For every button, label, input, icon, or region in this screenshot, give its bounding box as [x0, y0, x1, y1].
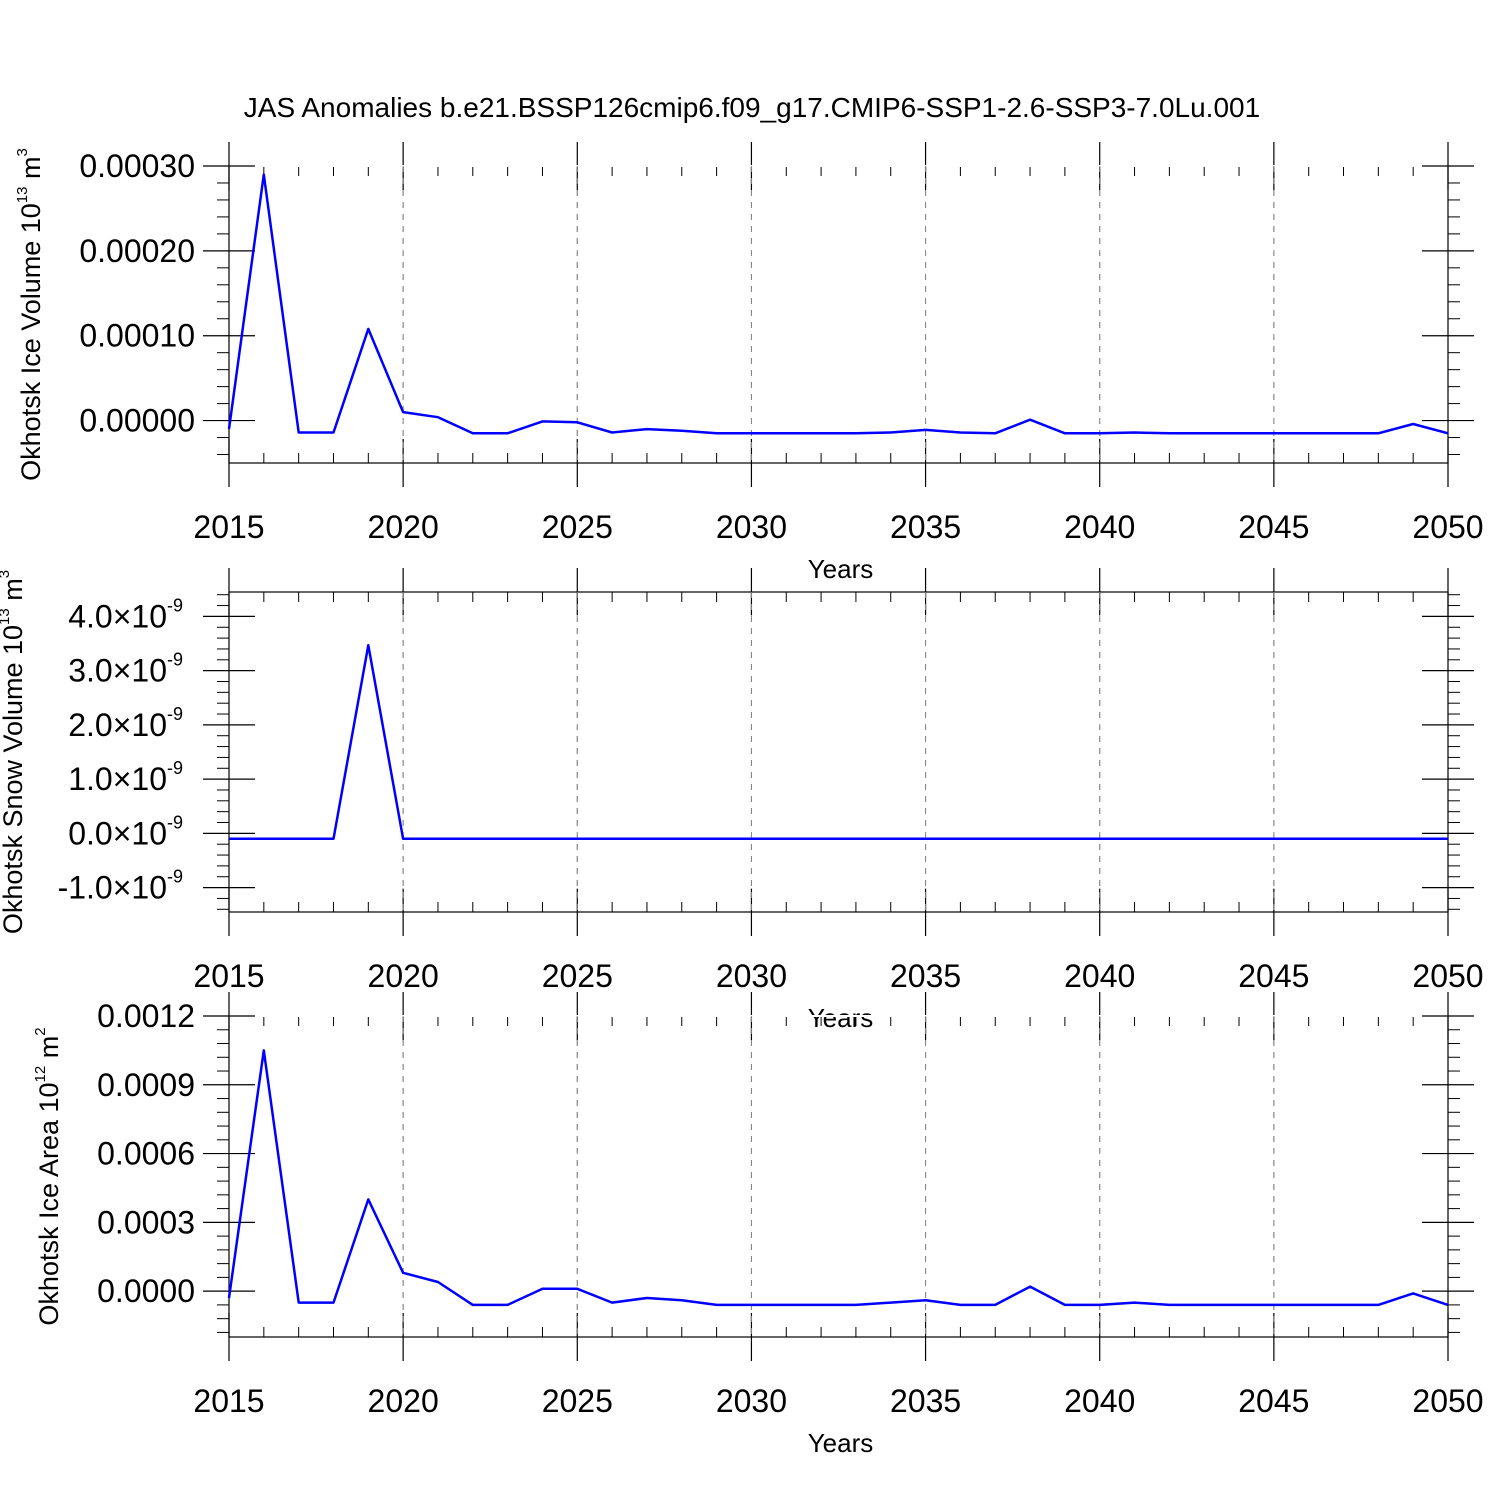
chart-panel-2: -1.0×10-9 0.0×10-9 1.0×10-9 2.0×10-9 3.0×10-… [0, 568, 1484, 1033]
x-axis-label: Years [808, 1428, 874, 1458]
x-axis-label: Years [808, 554, 874, 584]
y-tick-label: 0.0000 [97, 1273, 195, 1309]
x-tick-label: 2040 [1064, 509, 1135, 545]
x-axis-label: Years [808, 1003, 874, 1033]
plot-frame [228, 591, 1449, 913]
chart-panel-1: 0.00000 0.00010 0.00020 0.00030 2015 2020 2025… [14, 142, 1484, 584]
x-tick-label: 2015 [193, 509, 264, 545]
x-tick-label: 2020 [368, 509, 439, 545]
y-tick-label: 0.0006 [97, 1136, 195, 1172]
y-axis-label: Okhotsk Snow Volume 1013 m3 [0, 570, 28, 934]
y-tick-label: 0.0012 [97, 998, 195, 1034]
x-tick-label: 2050 [1412, 509, 1483, 545]
series-line [227, 1049, 1449, 1307]
x-tick-label: 2035 [890, 1383, 961, 1419]
y-tick-label: -1.0×10-9 [58, 867, 183, 906]
x-tick-label: 2025 [542, 509, 613, 545]
y-tick-label: 0.00000 [79, 403, 195, 439]
x-tick-label: 2030 [716, 509, 787, 545]
x-tick-label: 2020 [368, 1383, 439, 1419]
x-tick-label: 2045 [1238, 958, 1309, 994]
x-tick-label: 2030 [716, 1383, 787, 1419]
x-tick-label: 2015 [193, 1383, 264, 1419]
x-tick-label: 2045 [1238, 509, 1309, 545]
x-tick-label: 2035 [890, 509, 961, 545]
series-line [229, 643, 1448, 841]
x-tick-label: 2035 [890, 958, 961, 994]
y-tick-label: 0.00030 [79, 148, 195, 184]
y-tick-label: 0.00010 [79, 318, 195, 354]
x-tick-label: 2050 [1412, 958, 1483, 994]
plot-frame [228, 165, 1449, 464]
y-tick-label: 0.0×10-9 [68, 812, 183, 851]
x-tick-label: 2025 [542, 958, 613, 994]
y-tick-label: 3.0×10-9 [68, 650, 183, 689]
chart-panel-3: 0.0000 0.0003 0.0006 0.0009 0.0012 2015 2020 20… [32, 992, 1484, 1458]
y-tick-label: 0.00020 [79, 233, 195, 269]
y-tick-label: 1.0×10-9 [68, 758, 183, 797]
x-tick-label: 2050 [1412, 1383, 1483, 1419]
x-tick-label: 2030 [716, 958, 787, 994]
x-tick-label: 2025 [542, 1383, 613, 1419]
y-tick-label: 4.0×10-9 [68, 595, 183, 634]
x-tick-label: 2020 [368, 958, 439, 994]
x-tick-label: 2015 [193, 958, 264, 994]
x-tick-label: 2045 [1238, 1383, 1309, 1419]
figure-title: JAS Anomalies b.e21.BSSP126cmip6.f09_g17… [244, 92, 1260, 123]
y-axis-label: Okhotsk Ice Area 1012 m2 [32, 1027, 64, 1325]
y-axis-label: Okhotsk Ice Volume 1013 m3 [14, 148, 46, 481]
y-tick-label: 0.0009 [97, 1067, 195, 1103]
series-line [227, 173, 1449, 435]
x-tick-label: 2040 [1064, 958, 1135, 994]
x-tick-label: 2040 [1064, 1383, 1135, 1419]
plot-frame [228, 1015, 1449, 1338]
y-tick-label: 2.0×10-9 [68, 704, 183, 743]
y-tick-label: 0.0003 [97, 1204, 195, 1240]
